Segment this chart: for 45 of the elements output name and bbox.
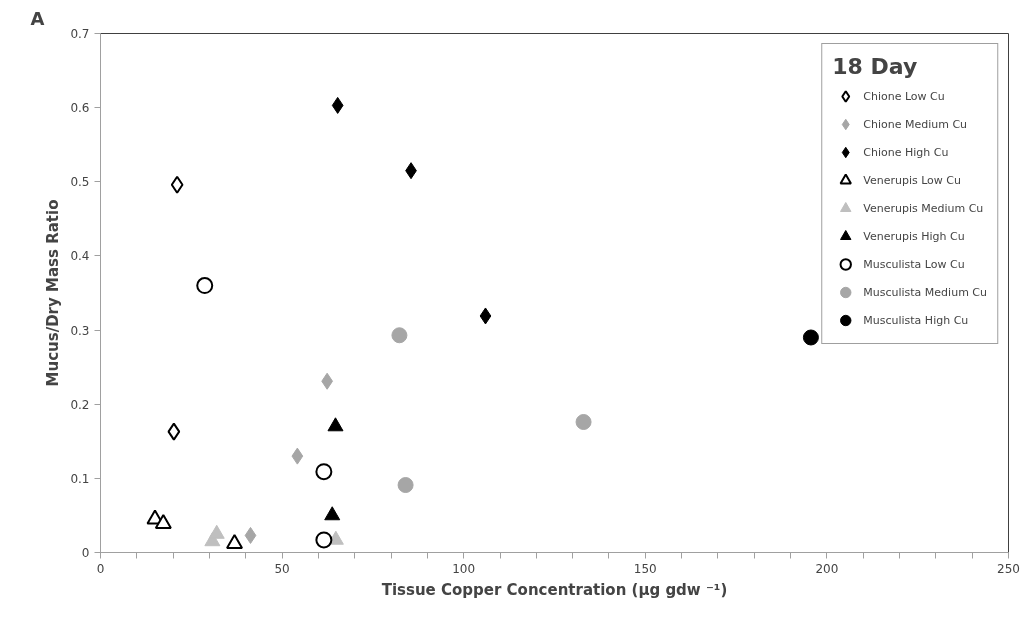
- legend-label: Musculista High Cu: [863, 313, 969, 327]
- point: [391, 327, 408, 344]
- point: [196, 277, 214, 295]
- text: A: [30, 7, 45, 29]
- y-tick-label: 0.4: [70, 249, 90, 264]
- point: [154, 513, 172, 529]
- legend-title: 18 Day: [832, 54, 919, 79]
- point: [315, 463, 333, 481]
- legend-label: Chione Low Cu: [863, 89, 945, 103]
- point: [244, 526, 257, 544]
- x-tick-label: 250: [997, 561, 1020, 576]
- y-tick-label: 0: [81, 546, 90, 560]
- y-tick-label: 0.7: [70, 27, 90, 41]
- point: [802, 329, 819, 346]
- legend-label: Venerupis Medium Cu: [863, 201, 984, 215]
- x-axis-title: Tissue Copper Concentration (µg gdw ⁻¹): [381, 580, 728, 599]
- legend-label: Musculista Medium Cu: [863, 285, 987, 299]
- legend-label: Chione High Cu: [863, 145, 949, 159]
- point: [479, 307, 492, 325]
- point: [327, 417, 344, 432]
- y-tick-label: 0.2: [70, 397, 90, 412]
- legend-label: Chione Medium Cu: [863, 117, 968, 131]
- point: [208, 524, 225, 539]
- point: [331, 96, 344, 114]
- point: [291, 447, 304, 465]
- x-tick-label: 50: [274, 561, 290, 576]
- point: [324, 506, 341, 521]
- point: [315, 531, 333, 549]
- point: [575, 414, 592, 430]
- point: [167, 422, 181, 441]
- legend-label: Musculista Low Cu: [863, 257, 965, 271]
- legend-label: Venerupis High Cu: [863, 229, 965, 243]
- y-tick-label: 0.1: [70, 471, 90, 486]
- y-tick-label: 0.5: [70, 175, 90, 190]
- y-axis-title: Mucus/Dry Mass Ratio: [44, 199, 63, 387]
- y-tick-label: 0.3: [70, 323, 90, 338]
- point: [226, 533, 244, 549]
- x-tick-label: 0: [96, 561, 105, 576]
- x-tick-label: 150: [633, 561, 657, 576]
- y-tick-label: 0.6: [70, 101, 90, 116]
- point: [170, 175, 184, 194]
- x-tick-label: 200: [815, 561, 839, 576]
- legend-label: Venerupis Low Cu: [863, 173, 961, 187]
- x-tick-label: 100: [452, 561, 476, 576]
- point: [397, 477, 414, 494]
